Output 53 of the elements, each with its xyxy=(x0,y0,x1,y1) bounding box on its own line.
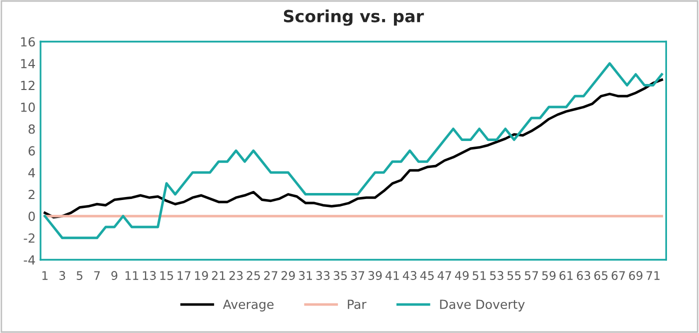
x-tick-label: 61 xyxy=(560,271,573,280)
x-tick-label: 47 xyxy=(438,271,452,280)
x-tick-label: 23 xyxy=(229,271,243,280)
x-tick-label: 3 xyxy=(59,271,66,280)
x-tick-label: 17 xyxy=(178,271,190,280)
x-tick-label: 11 xyxy=(126,271,138,280)
chart-title: Scoring vs. par xyxy=(284,10,424,26)
x-tick-label: 1 xyxy=(42,271,48,280)
y-tick-label: 0 xyxy=(28,212,35,222)
y-tick-label: 10 xyxy=(21,102,35,112)
x-tick-label: 9 xyxy=(111,271,118,280)
x-tick-label: 27 xyxy=(264,271,278,280)
x-tick-label: 49 xyxy=(455,271,469,280)
x-tick-label: 71 xyxy=(646,271,660,280)
x-tick-label: 59 xyxy=(542,271,556,280)
x-tick-label: 19 xyxy=(195,271,208,280)
y-tick-label: 4 xyxy=(28,168,35,178)
x-tick-label: 53 xyxy=(490,271,504,280)
x-tick-label: 45 xyxy=(420,271,434,280)
x-tick-label: 33 xyxy=(316,271,330,280)
x-tick-label: 39 xyxy=(368,271,382,280)
line-series xyxy=(44,78,664,218)
y-tick-label: 14 xyxy=(21,59,35,68)
x-tick-label: 67 xyxy=(612,271,625,280)
legend-label: Average xyxy=(222,300,274,312)
y-tick-label: 16 xyxy=(21,37,35,47)
y-tick-label: 8 xyxy=(28,124,35,134)
x-tick-label: 15 xyxy=(160,271,174,280)
x-tick-label: 13 xyxy=(142,271,156,280)
x-tick-label: 55 xyxy=(507,271,521,280)
y-tick-label: 2 xyxy=(28,190,34,200)
x-tick-label: 43 xyxy=(402,271,416,280)
x-tick-label: 37 xyxy=(351,271,364,280)
line-series xyxy=(44,62,664,240)
x-tick-label: 35 xyxy=(334,271,347,280)
y-tick-label: -2 xyxy=(24,233,34,243)
x-tick-label: 65 xyxy=(594,271,608,280)
x-tick-label: 7 xyxy=(94,271,100,280)
x-tick-label: 29 xyxy=(282,271,295,280)
x-tick-label: 31 xyxy=(298,271,312,280)
y-tick-label: -4 xyxy=(24,255,35,264)
x-tick-label: 51 xyxy=(472,271,486,280)
legend-label: Par xyxy=(348,300,366,310)
x-tick-label: 69 xyxy=(629,271,642,280)
x-tick-label: 21 xyxy=(212,271,226,280)
y-tick-label: 12 xyxy=(21,80,34,90)
x-tick-label: 63 xyxy=(576,271,590,280)
legend-label: Dave Doverty xyxy=(440,300,525,312)
x-tick-label: 57 xyxy=(524,271,538,280)
y-tick-label: 6 xyxy=(28,146,35,156)
x-tick-label: 25 xyxy=(246,271,260,280)
x-tick-label: 5 xyxy=(76,271,82,280)
x-tick-label: 41 xyxy=(386,271,399,280)
